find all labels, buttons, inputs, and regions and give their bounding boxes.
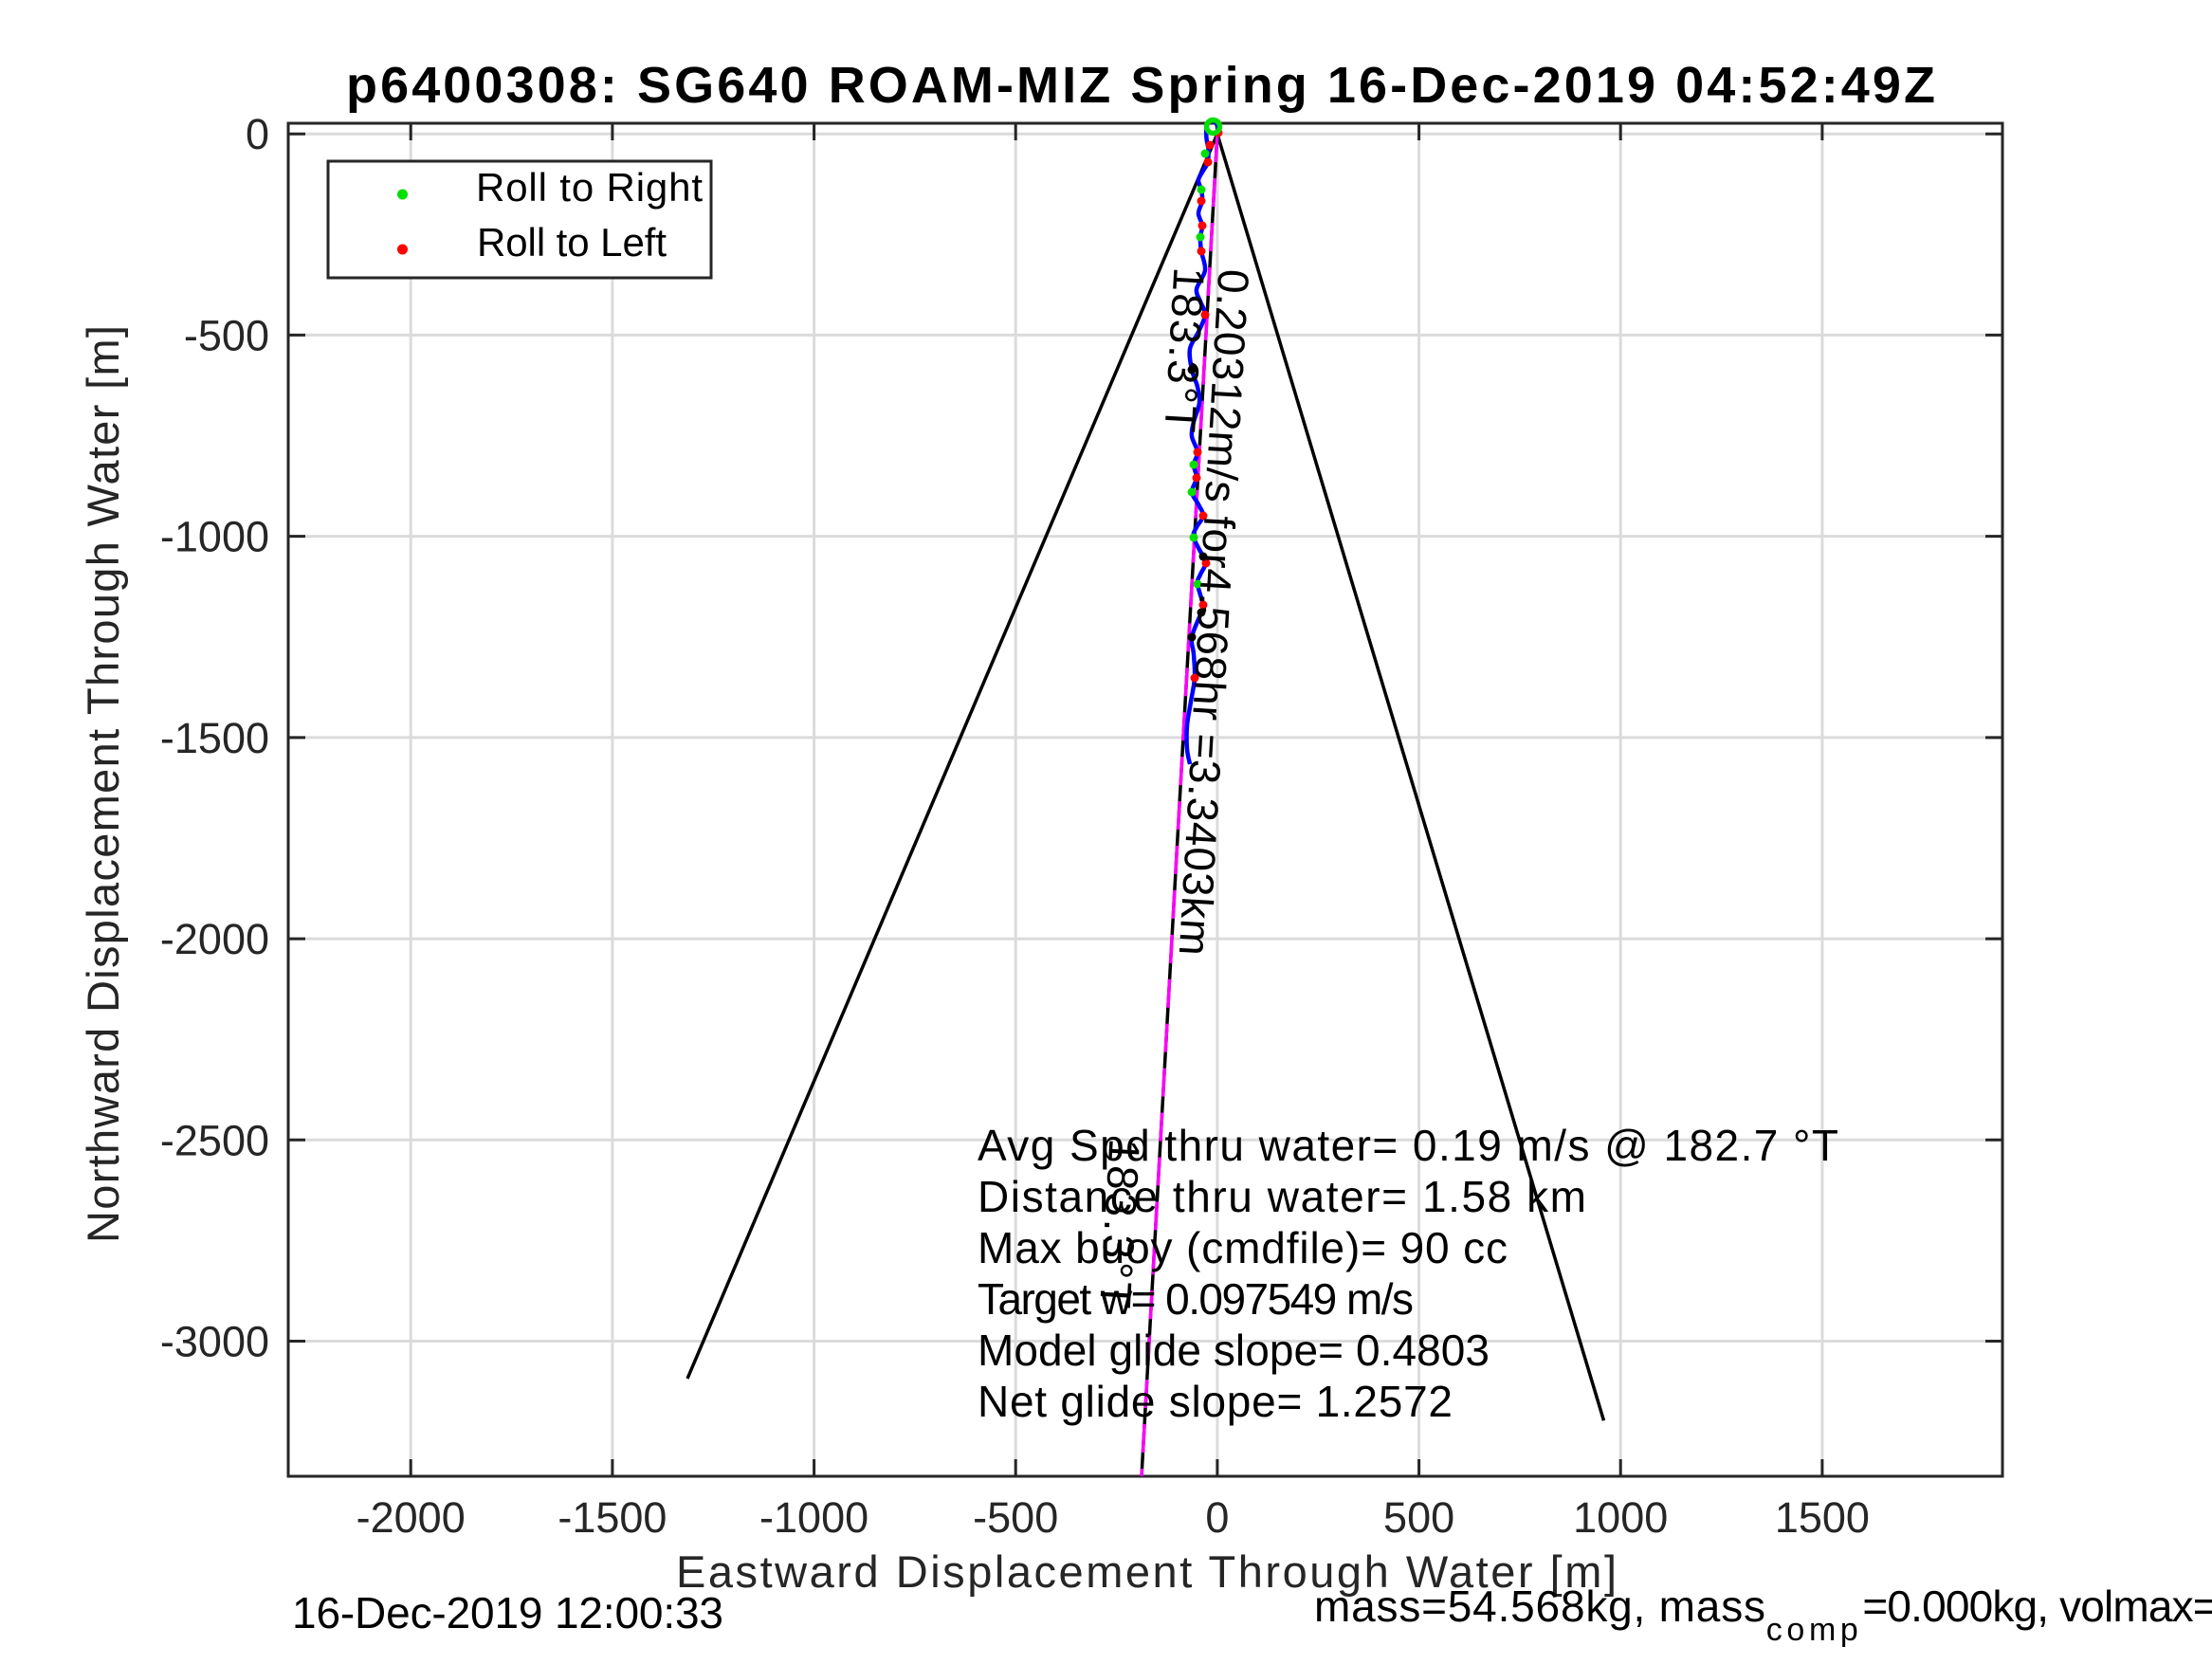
svg-text:Distance thru water= 1.58 km: Distance thru water= 1.58 km [978, 1172, 1586, 1221]
svg-text:Roll to Right: Roll to Right [476, 165, 703, 210]
svg-text:-2000: -2000 [160, 915, 269, 963]
svg-text:Target w= 0.097549 m/s: Target w= 0.097549 m/s [978, 1274, 1414, 1324]
svg-text:-1500: -1500 [558, 1493, 667, 1542]
svg-text:1500: 1500 [1775, 1493, 1870, 1542]
svg-text:-3000: -3000 [160, 1318, 269, 1366]
svg-text:-500: -500 [973, 1493, 1058, 1542]
svg-text:Model glide slope= 0.4803: Model glide slope= 0.4803 [978, 1326, 1490, 1375]
svg-text:-1000: -1000 [160, 513, 269, 561]
svg-text:-500: -500 [184, 311, 269, 359]
svg-text:0: 0 [246, 110, 269, 158]
svg-text:-1500: -1500 [160, 714, 269, 762]
svg-text:16-Dec-2019 12:00:33: 16-Dec-2019 12:00:33 [292, 1588, 723, 1637]
svg-text:Net glide slope= 1.2572: Net glide slope= 1.2572 [978, 1377, 1453, 1426]
svg-text:mass=54.568kg, masscomp=0.000k: mass=54.568kg, masscomp =0.000kg, volmax=… [1314, 1582, 2212, 1648]
svg-text:p6400308: SG640 ROAM-MIZ Sprin: p6400308: SG640 ROAM-MIZ Spring 16-Dec-2… [346, 57, 1935, 114]
svg-text:500: 500 [1383, 1493, 1454, 1542]
svg-text:Eastward Displacement Through: Eastward Displacement Through Water [m] [676, 1546, 1617, 1597]
svg-text:Max buoy (cmdfile)= 90 cc: Max buoy (cmdfile)= 90 cc [978, 1223, 1508, 1272]
svg-text:Roll to Left: Roll to Left [477, 220, 667, 265]
svg-text:1000: 1000 [1573, 1493, 1668, 1542]
svg-text:-2500: -2500 [160, 1116, 269, 1164]
svg-text:Northward Displacement Through: Northward Displacement Through Water [m] [78, 325, 128, 1243]
svg-text:0: 0 [1205, 1493, 1229, 1542]
svg-text:Avg Spd thru water= 0.19 m/s: Avg Spd thru water= 0.19 m/s @ 182.7 °T [978, 1121, 1838, 1170]
svg-text:-1000: -1000 [759, 1493, 868, 1542]
svg-text:-2000: -2000 [356, 1493, 466, 1542]
